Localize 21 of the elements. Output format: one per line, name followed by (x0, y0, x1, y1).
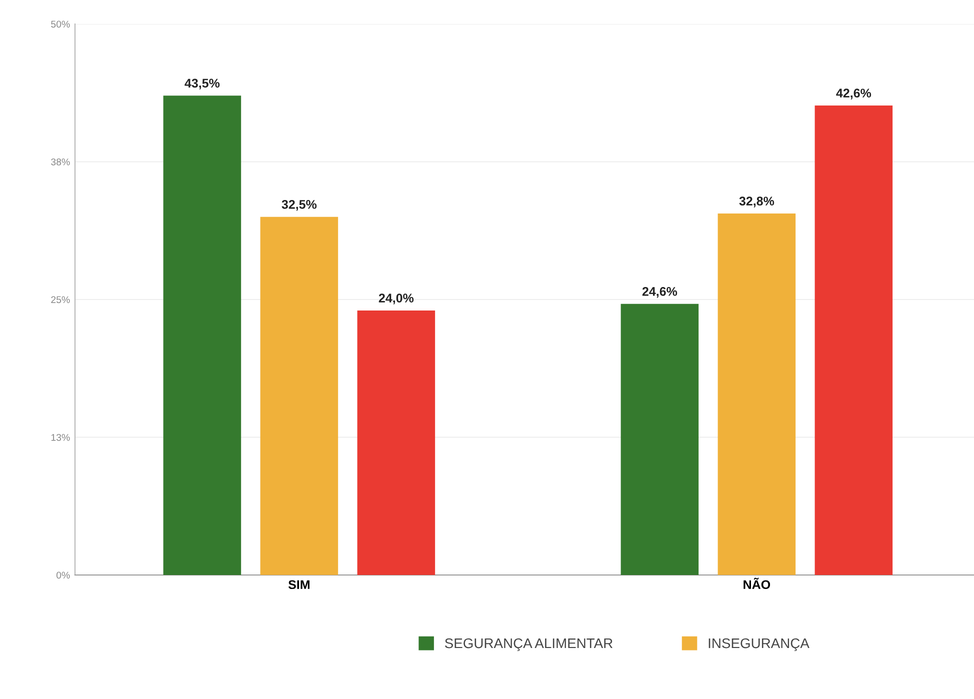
legend-label: SEGURANÇA ALIMENTAR (444, 638, 612, 652)
bar (718, 214, 796, 575)
data-label: 24,0% (378, 294, 414, 304)
bar (620, 304, 699, 575)
x-tick-label: SIM (288, 580, 310, 590)
y-tick-label: 25% (51, 296, 70, 304)
bar (814, 106, 893, 575)
bar (260, 216, 338, 575)
data-label: 24,6% (642, 287, 678, 298)
legend-label: INSEGURANÇA (708, 638, 810, 652)
data-label: 32,8% (739, 196, 774, 208)
data-label: 43,5% (184, 78, 220, 90)
y-tick-label: 50% (51, 20, 70, 28)
x-tick-label: NÃO (744, 578, 770, 590)
y-tick-label: 38% (51, 158, 70, 166)
y-tick-label: 0% (56, 572, 70, 579)
bar (163, 96, 242, 575)
y-tick-label: 13% (51, 434, 70, 441)
data-label: 32,5% (282, 200, 317, 211)
data-label: 42,6% (836, 88, 872, 100)
bar (357, 310, 436, 575)
